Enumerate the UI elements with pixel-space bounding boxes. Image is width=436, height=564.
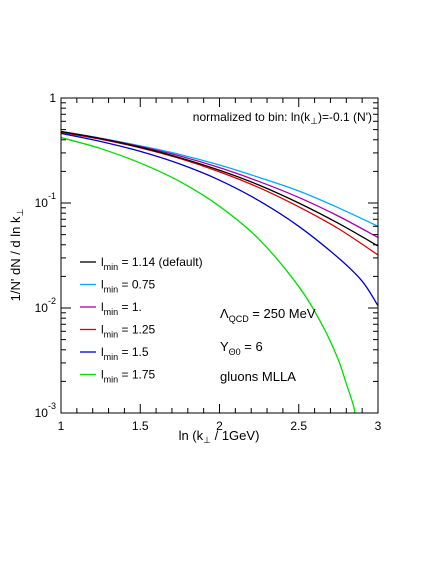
- y-tick-label: 10-1: [35, 191, 56, 210]
- x-tick-label: 3: [375, 419, 382, 433]
- plot-frame: [60, 97, 379, 414]
- axis-ticks: [60, 98, 379, 413]
- y-tick-label: 1: [49, 91, 56, 105]
- x-tick-labels: 1 1.5 2 2.5 3: [58, 419, 382, 433]
- x-axis-label: ln (k⊥ / 1GeV): [179, 428, 260, 445]
- series-curves: [60, 130, 379, 414]
- y-tick-labels: 1 10-1 10-2 10-3: [35, 91, 57, 420]
- parameter-line: YΘ0 = 6: [220, 339, 263, 357]
- series-line-2: [60, 130, 379, 239]
- annotation: normalized to bin: ln(k⊥)=-0.1 (N'): [193, 110, 372, 126]
- series-line-5: [60, 136, 356, 414]
- y-tick-label: 10-3: [35, 401, 56, 420]
- x-tick-label: 1: [58, 419, 65, 433]
- series-line-0: [60, 130, 379, 247]
- legend-entry: lmin = 1.: [101, 300, 142, 317]
- parameter-block: ΛQCD = 250 MeV YΘ0 = 6 gluons MLLA: [220, 306, 316, 384]
- legend-entry: lmin = 1.75: [101, 368, 156, 385]
- legend: lmin = 1.14 (default) lmin = 0.75 lmin = 1…: [80, 255, 203, 385]
- legend-entry: lmin = 1.5: [101, 345, 149, 362]
- parameter-line: ΛQCD = 250 MeV: [220, 306, 316, 324]
- y-tick-label: 10-2: [35, 296, 56, 315]
- parameter-line: gluons MLLA: [220, 369, 296, 384]
- x-tick-label: 2: [216, 419, 223, 433]
- x-tick-label: 2.5: [290, 419, 307, 433]
- x-tick-label: 1.5: [132, 419, 149, 433]
- legend-entry: lmin = 1.25: [101, 323, 156, 340]
- legend-entry: lmin = 0.75: [101, 278, 156, 295]
- y-axis-label: 1/N' dN / d ln k⊥: [8, 208, 25, 301]
- legend-entry: lmin = 1.14 (default): [101, 255, 203, 272]
- series-line-4: [60, 132, 379, 307]
